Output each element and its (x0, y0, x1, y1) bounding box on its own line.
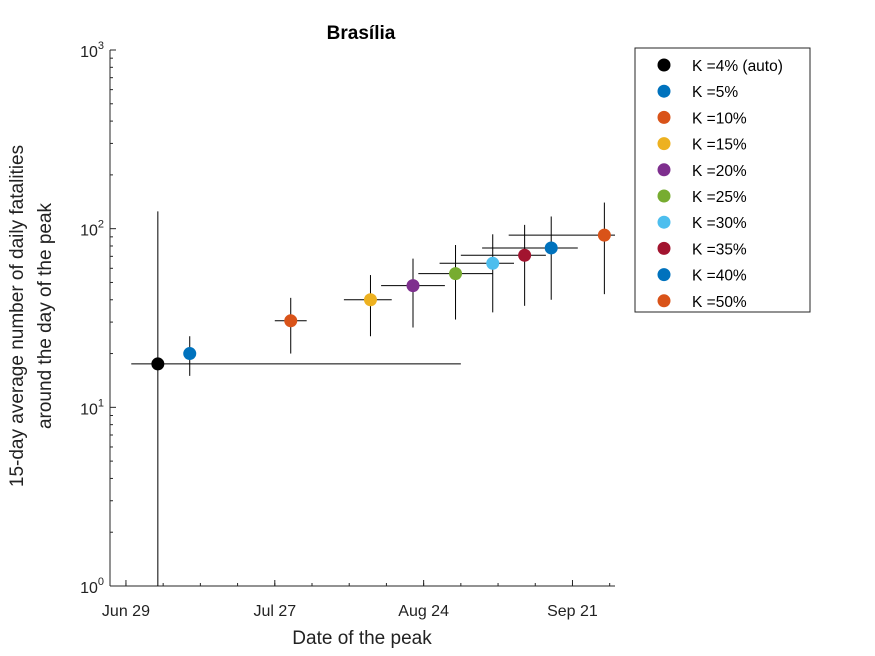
y-tick-label: 100 (80, 576, 104, 597)
legend-items: K =4% (auto) K =5% K =10% K =15% K =20% K =25… (657, 58, 783, 311)
data-point (544, 241, 558, 255)
error-bars (131, 202, 615, 586)
data-point (151, 357, 165, 371)
y-tick-exponent: 2 (98, 219, 104, 231)
y-tick-base: 10 (80, 44, 98, 61)
legend-label: K =35% (692, 241, 747, 258)
legend: K =4% (auto) K =5% K =10% K =15% K =20% K =25… (634, 47, 811, 313)
legend-marker (657, 137, 671, 151)
data-point (518, 248, 532, 262)
y-axis-label-line-2: around the day of the peak (35, 202, 56, 429)
data-markers (151, 228, 611, 371)
y-tick-exponent: 0 (98, 576, 104, 588)
data-point (284, 314, 298, 328)
y-tick-exponent: 1 (98, 397, 104, 409)
legend-marker (657, 110, 671, 124)
y-tick-label: 102 (80, 219, 104, 240)
chart-title: Brasília (327, 23, 396, 44)
y-tick-base: 10 (80, 223, 98, 240)
legend-label: K =25% (692, 189, 747, 206)
x-tick-label: Sep 21 (547, 603, 598, 620)
data-point (449, 267, 463, 281)
y-tick-base: 10 (80, 401, 98, 418)
legend-marker (657, 163, 671, 177)
data-point (183, 347, 197, 361)
legend-label: K =10% (692, 110, 747, 127)
y-tick-base: 10 (80, 580, 98, 597)
legend-label: K =5% (692, 84, 738, 101)
data-point (597, 228, 611, 242)
legend-label: K =30% (692, 215, 747, 232)
x-tick-label: Aug 24 (398, 603, 449, 620)
y-tick-label: 103 (80, 40, 104, 61)
x-axis-label: Date of the peak (292, 628, 432, 649)
legend-marker (657, 215, 671, 229)
y-tick-exponent: 3 (98, 40, 104, 52)
y-tick-label: 101 (80, 397, 104, 418)
legend-label: K =40% (692, 268, 747, 285)
legend-label: K =20% (692, 163, 747, 180)
legend-label: K =4% (auto) (692, 58, 783, 75)
y-axis-label-line-1: 15-day average number of daily fatalitie… (7, 145, 28, 487)
x-tick-label: Jul 27 (253, 603, 296, 620)
legend-label: K =15% (692, 137, 747, 154)
data-point (363, 293, 377, 307)
x-tick-label: Jun 29 (102, 603, 150, 620)
x-ticks: Jun 29 Jul 27 Aug 24 Sep 21 (102, 580, 611, 620)
legend-marker (657, 268, 671, 282)
legend-marker (657, 294, 671, 308)
data-point (486, 256, 500, 270)
legend-marker (657, 189, 671, 203)
legend-marker (657, 241, 671, 255)
legend-marker (657, 58, 671, 72)
legend-marker (657, 84, 671, 98)
legend-label: K =50% (692, 294, 747, 311)
data-point (406, 279, 420, 293)
